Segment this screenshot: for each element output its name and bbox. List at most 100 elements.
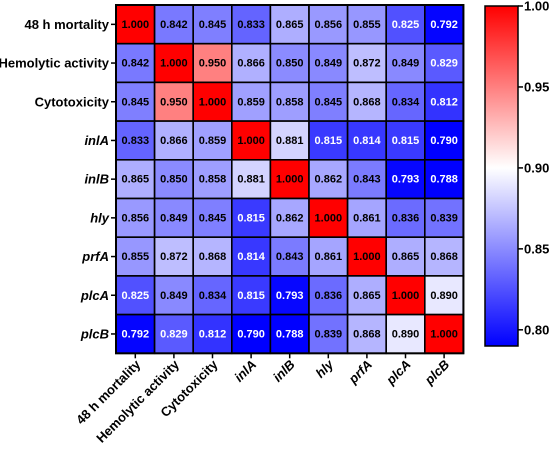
cell-value-label: 0.859: [237, 96, 265, 108]
heatmap-cell: [153, 236, 195, 277]
column-label: inlB: [270, 357, 298, 385]
cell-value-label: 0.829: [430, 58, 458, 70]
row-label: 48 h mortality: [24, 17, 109, 32]
heatmap-cell: [346, 313, 388, 355]
colorbar-tick-label: 1.00: [524, 0, 549, 14]
heatmap-cell: [115, 275, 156, 316]
cell-value-label: 0.866: [237, 58, 265, 70]
heatmap-cell: [308, 4, 349, 45]
cell-value-label: 0.834: [199, 290, 227, 302]
heatmap-cell: [192, 81, 233, 122]
cell-value-label: 0.850: [160, 174, 188, 186]
heatmap-cell: [269, 275, 310, 316]
heatmap-cell: [115, 313, 156, 355]
heatmap-cell: [346, 236, 388, 277]
cell-value-label: 0.814: [237, 251, 265, 263]
cell-value-label: 0.855: [122, 251, 150, 263]
heatmap-cell: [308, 197, 349, 239]
cell-value-label: 0.858: [199, 174, 227, 186]
column-label: plcB: [421, 357, 452, 388]
cell-value-label: 0.890: [392, 328, 420, 340]
cell-value-label: 0.815: [315, 135, 343, 147]
cell-value-label: 0.788: [276, 328, 304, 340]
heatmap-cell: [115, 159, 156, 200]
heatmap-cell: [115, 236, 156, 277]
heatmap-cell: [308, 275, 349, 316]
cell-value-label: 0.845: [315, 96, 343, 108]
cell-value-label: 0.790: [430, 135, 458, 147]
heatmap-cell: [269, 81, 310, 122]
cell-value-label: 0.861: [353, 212, 381, 224]
cell-value-label: 0.872: [160, 251, 188, 263]
heatmap-cell: [153, 313, 195, 355]
heatmap-cell: [423, 313, 465, 355]
cell-value-label: 0.839: [430, 212, 458, 224]
heatmap-cell: [192, 275, 233, 316]
heatmap-cell: [385, 197, 426, 239]
cell-value-label: 0.812: [430, 96, 458, 108]
cell-value-label: 0.825: [122, 290, 150, 302]
cell-value-label: 0.825: [392, 19, 420, 31]
cell-value-label: 0.812: [199, 328, 227, 340]
colorbar-tick-label: 0.80: [524, 322, 549, 337]
cell-value-label: 0.850: [276, 58, 304, 70]
heatmap-cell: [269, 42, 310, 84]
row-label: prfA: [81, 249, 109, 264]
row-label: plcA: [80, 288, 109, 303]
cell-value-label: 0.862: [276, 212, 304, 224]
heatmap-cell: [346, 42, 388, 84]
cell-value-label: 0.865: [276, 19, 304, 31]
cell-value-label: 1.000: [122, 19, 150, 31]
cell-value-label: 1.000: [392, 290, 420, 302]
cell-value-label: 0.865: [353, 290, 381, 302]
cell-value-label: 0.868: [199, 251, 227, 263]
row-labels: 48 h mortality Hemolytic activity Cytotoxi…: [0, 17, 116, 341]
cell-value-label: 0.858: [276, 96, 304, 108]
cell-value-label: 0.843: [353, 174, 381, 186]
row-label: inlB: [84, 172, 109, 187]
column-label: 48 h mortality: [73, 356, 144, 427]
cell-value-label: 0.849: [160, 290, 188, 302]
row-label: plcB: [80, 326, 109, 341]
cell-value-label: 0.865: [392, 251, 420, 263]
cell-value-label: 0.793: [392, 174, 420, 186]
cell-value-label: 0.861: [315, 251, 343, 263]
heatmap-cell: [423, 275, 465, 316]
cell-value-label: 0.950: [160, 96, 188, 108]
cell-value-label: 0.881: [276, 135, 304, 147]
cell-value-label: 1.000: [430, 328, 458, 340]
heatmap-cell: [269, 313, 310, 355]
cell-value-label: 0.855: [353, 19, 381, 31]
cell-value-label: 0.856: [315, 19, 343, 31]
heatmap-cell: [423, 81, 465, 122]
column-label: plcA: [382, 357, 413, 388]
heatmap-cell: [231, 81, 272, 122]
cell-value-label: 0.872: [353, 58, 381, 70]
cell-value-label: 0.815: [237, 290, 265, 302]
cell-value-label: 0.829: [160, 328, 188, 340]
cell-value-label: 0.859: [199, 135, 227, 147]
cell-value-label: 0.868: [430, 251, 458, 263]
colorbar-gradient: [484, 5, 519, 347]
cell-value-label: 0.865: [122, 174, 150, 186]
cell-value-label: 0.845: [199, 212, 227, 224]
colorbar-tick-label: 0.95: [524, 79, 549, 94]
row-label: inlA: [84, 133, 109, 148]
cell-value-label: 1.000: [276, 174, 304, 186]
cell-value-label: 0.849: [392, 58, 420, 70]
cell-value-label: 1.000: [199, 96, 227, 108]
heatmap-cell: [192, 197, 233, 239]
cell-value-label: 0.842: [122, 58, 150, 70]
cell-value-label: 0.792: [430, 19, 458, 31]
cell-value-label: 0.862: [315, 174, 343, 186]
colorbar-tick-label: 0.85: [524, 241, 549, 256]
cell-value-label: 0.792: [122, 328, 150, 340]
heatmap-cell: [385, 42, 426, 84]
cell-value-label: 0.866: [160, 135, 188, 147]
cell-value-label: 0.842: [160, 19, 188, 31]
cell-value-label: 0.833: [122, 135, 150, 147]
heatmap-cell: [308, 313, 349, 355]
heatmap-cell: [423, 197, 465, 239]
heatmap-cell: [231, 275, 272, 316]
